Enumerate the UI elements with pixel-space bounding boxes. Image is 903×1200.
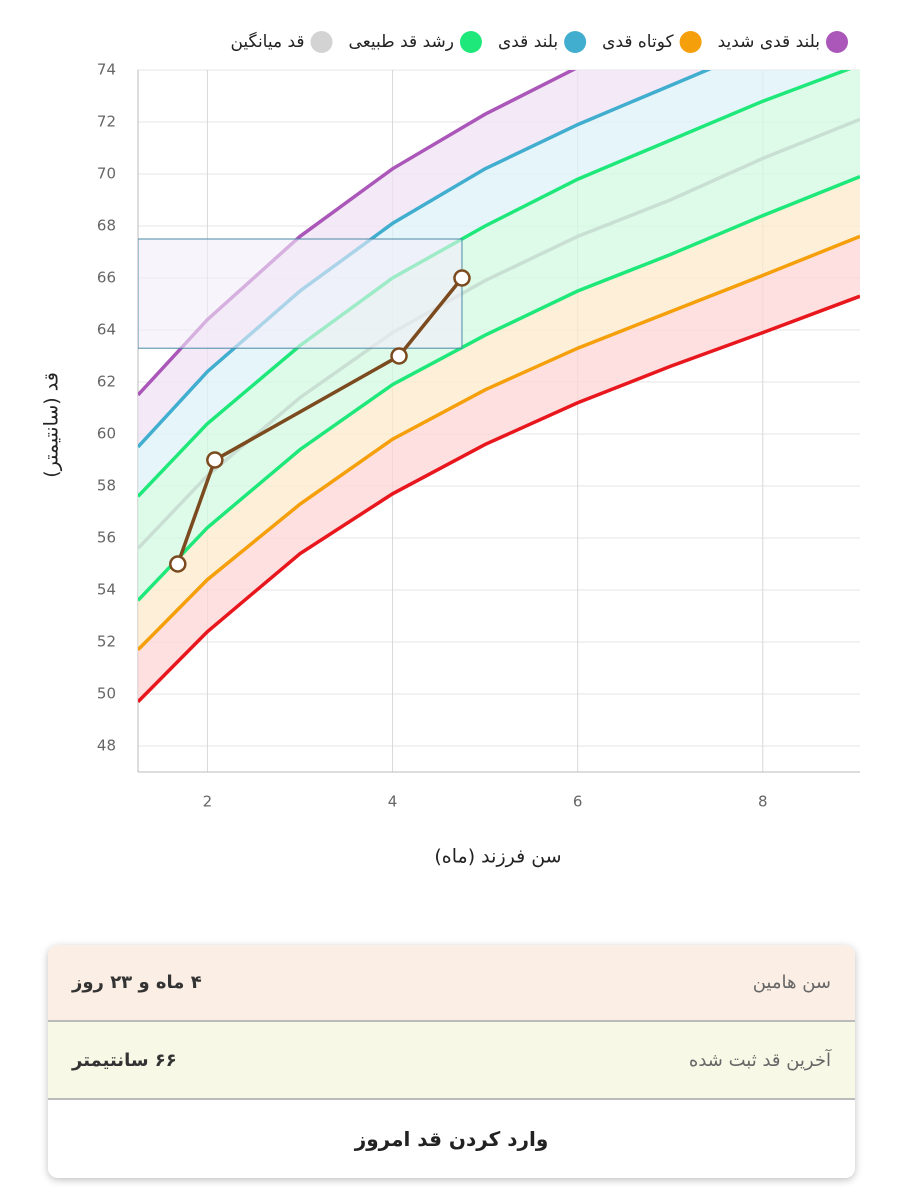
y-tick-label: 72 bbox=[97, 113, 116, 131]
row-value: ۴ ماه و ۲۳ روز bbox=[72, 972, 202, 993]
legend-label: قد میانگین bbox=[230, 31, 304, 52]
x-tick-label: 4 bbox=[388, 793, 398, 811]
band bbox=[138, 236, 860, 702]
y-tick-label: 56 bbox=[97, 529, 116, 547]
reference-curve bbox=[138, 234, 860, 652]
y-tick-label: 50 bbox=[97, 685, 116, 703]
y-tick-label: 54 bbox=[97, 581, 116, 599]
child-point bbox=[206, 451, 224, 469]
x-tick-label: 2 bbox=[203, 793, 213, 811]
y-axis-title: قد (سانتیمتر) bbox=[41, 372, 63, 478]
y-tick-label: 58 bbox=[97, 477, 116, 495]
band bbox=[138, 119, 860, 601]
y-tick-label: 52 bbox=[97, 633, 116, 651]
y-tick-label: 68 bbox=[97, 217, 116, 235]
y-tick-label: 66 bbox=[97, 269, 116, 287]
reference-curve bbox=[138, 117, 860, 550]
y-tick-label: 64 bbox=[97, 321, 116, 339]
row-label: آخرین قد ثبت شده bbox=[688, 1049, 831, 1071]
info-row: آخرین قد ثبت شده ۶۶ سانتیمتر bbox=[48, 1022, 855, 1100]
legend-swatch bbox=[459, 31, 482, 53]
child-point bbox=[453, 269, 471, 287]
legend-label: بلند قدی bbox=[498, 32, 558, 52]
reference-curve bbox=[138, 174, 860, 602]
enter-height-button[interactable]: وارد کردن قد امروز bbox=[48, 1100, 855, 1178]
row-label: سن هامین bbox=[752, 972, 831, 993]
legend-swatch bbox=[310, 31, 333, 53]
y-tick-label: 70 bbox=[97, 165, 116, 183]
reference-curve bbox=[138, 294, 860, 704]
legend-swatch bbox=[679, 31, 702, 53]
legend-label: کوتاه قدی bbox=[602, 32, 674, 52]
y-tick-label: 48 bbox=[97, 737, 116, 755]
info-row: سن هامین ۴ ماه و ۲۳ روز bbox=[48, 945, 855, 1022]
y-tick-label: 74 bbox=[97, 61, 116, 79]
child-point bbox=[169, 555, 187, 573]
band bbox=[138, 176, 860, 650]
legend-label: رشد قد طبیعی bbox=[349, 32, 454, 52]
row-value: ۶۶ سانتیمتر bbox=[72, 1049, 177, 1071]
reference-curve bbox=[138, 70, 852, 498]
x-axis-title: سن فرزند (ماه) bbox=[434, 846, 561, 868]
child-point bbox=[390, 347, 408, 365]
y-tick-label: 60 bbox=[97, 425, 116, 443]
child-line bbox=[176, 276, 464, 565]
band bbox=[138, 70, 860, 549]
legend-swatch bbox=[826, 31, 848, 53]
legend-label: بلند قدی شدید bbox=[718, 32, 820, 52]
x-tick-label: 8 bbox=[758, 793, 768, 811]
legend-swatch bbox=[564, 31, 587, 53]
highlight-box bbox=[138, 238, 463, 349]
x-tick-label: 6 bbox=[573, 793, 583, 811]
info-card: سن هامین ۴ ماه و ۲۳ روز آخرین قد ثبت شده… bbox=[48, 945, 855, 1178]
y-tick-label: 62 bbox=[97, 373, 116, 391]
